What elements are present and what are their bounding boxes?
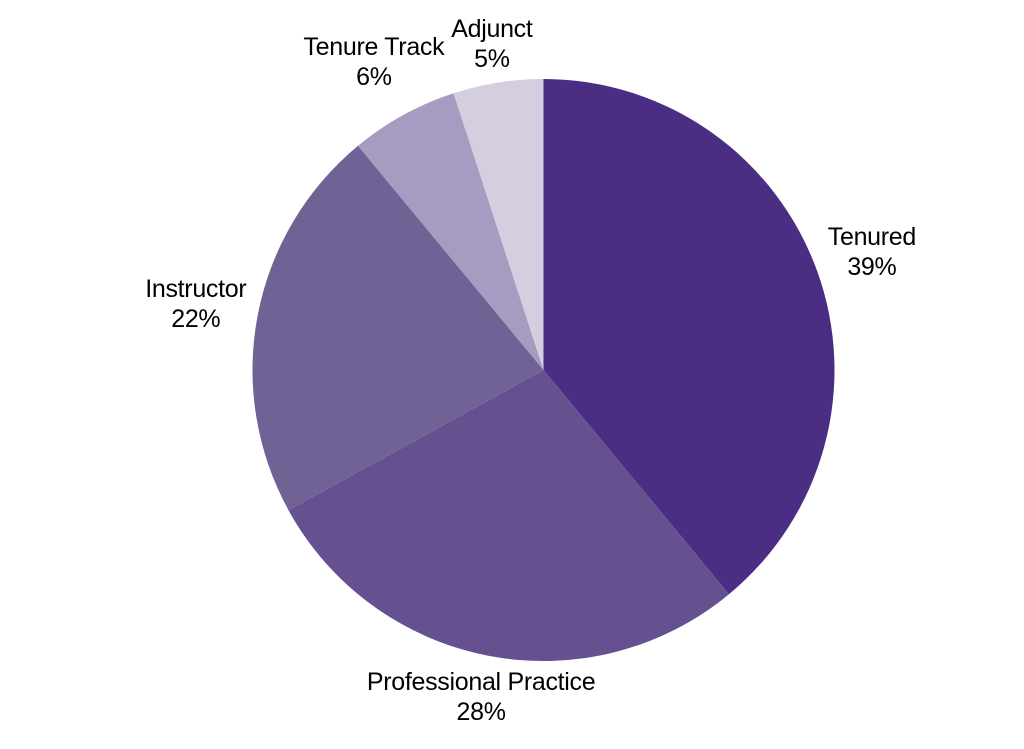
pie-slice-tenured [543,79,835,595]
slice-category-name: Professional Practice [366,668,596,697]
slice-percentage-value: 22% [171,304,221,333]
pie-slice-adjunct [453,79,544,370]
slice-category-name: Tenure Track [303,32,445,61]
slice-label-adjunct: Adjunct 5% [451,14,533,74]
pie-slice-professional-practice [288,370,729,662]
slice-category-name: Tenured [827,222,917,251]
slice-category-name: Instructor [145,274,247,303]
slice-label-tenured: Tenured 39% [827,222,917,282]
pie-slice-tenure-track [358,93,544,371]
slice-category-name: Adjunct [451,15,533,44]
slice-percentage-value: 5% [474,45,510,74]
slice-percentage-value: 39% [847,252,897,281]
slice-percentage-value: 28% [456,698,506,727]
slice-label-instructor: Instructor 22% [145,274,247,334]
pie-slice-instructor [252,145,544,511]
slice-label-professional-practice: Professional Practice 28% [367,667,596,727]
slice-percentage-value: 6% [356,62,392,91]
slice-label-tenure-track: Tenure Track 6% [303,32,444,92]
